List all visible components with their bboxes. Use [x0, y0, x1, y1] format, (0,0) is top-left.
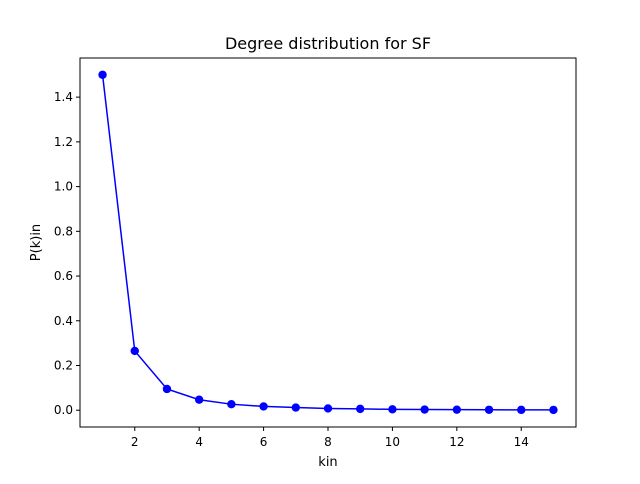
- data-point: [452, 405, 462, 414]
- data-point: [194, 395, 204, 404]
- y-tick-label: 1.0: [54, 180, 73, 194]
- data-point: [162, 384, 172, 394]
- data-point: [420, 405, 429, 414]
- x-tick-label: 4: [195, 435, 203, 449]
- y-tick-label: 0.4: [54, 314, 73, 328]
- x-tick-label: 10: [385, 435, 400, 449]
- series-layer: [98, 70, 558, 415]
- data-point: [227, 399, 236, 409]
- x-axis: 2 4 6 8 10 12 14: [131, 427, 529, 449]
- data-point: [98, 70, 107, 79]
- y-axis-label: P(k)in: [29, 224, 44, 261]
- x-tick-label: 6: [260, 435, 268, 449]
- x-tick-label: 12: [449, 435, 464, 449]
- data-point: [130, 346, 139, 356]
- data-point: [549, 405, 558, 415]
- data-point: [356, 404, 365, 414]
- chart-title: Degree distribution for SF: [225, 34, 431, 53]
- y-axis: 0.0 0.2 0.4 0.6 0.8 1.0 1.2 1.4: [54, 90, 80, 417]
- data-point: [517, 405, 526, 415]
- x-tick-label: 8: [324, 435, 332, 449]
- y-tick-label: 1.2: [54, 135, 73, 149]
- data-point: [259, 402, 268, 411]
- x-axis-label: kin: [318, 455, 337, 470]
- y-tick-label: 0.0: [54, 403, 73, 417]
- data-point: [484, 405, 494, 414]
- y-tick-label: 0.6: [54, 269, 73, 283]
- x-tick-label: 14: [514, 435, 529, 449]
- data-point: [323, 404, 333, 413]
- axes-frame: [79, 57, 577, 428]
- data-point: [291, 403, 300, 412]
- y-tick-label: 0.2: [54, 359, 73, 373]
- x-tick-label: 2: [131, 435, 139, 449]
- y-tick-label: 1.4: [54, 90, 73, 104]
- y-tick-label: 0.8: [54, 224, 73, 238]
- data-point: [388, 405, 397, 414]
